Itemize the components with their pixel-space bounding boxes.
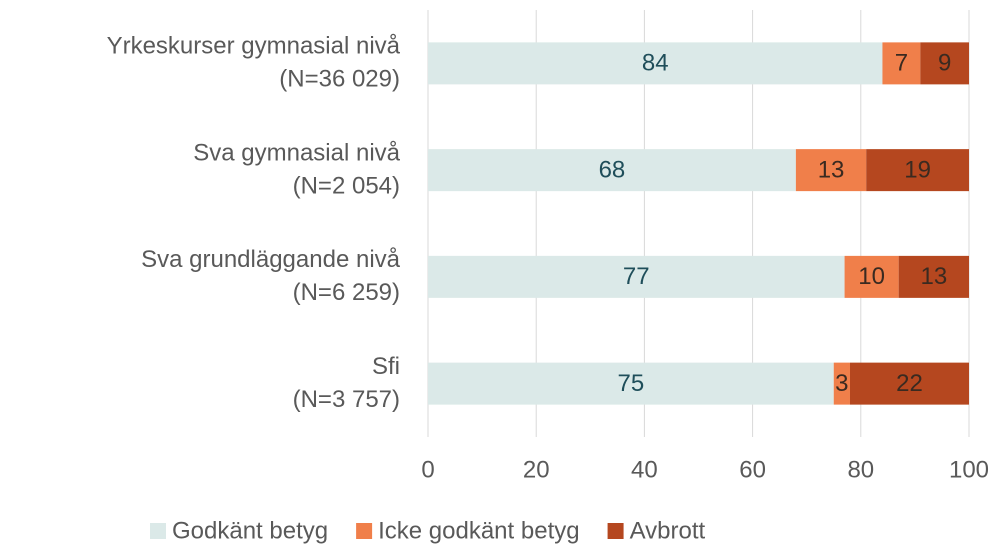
value-label: 10 xyxy=(858,263,885,290)
value-label: 22 xyxy=(896,370,923,397)
bar-segment xyxy=(428,42,883,85)
value-label: 19 xyxy=(904,156,931,183)
category-label: (N=2 054) xyxy=(293,172,400,199)
bar-segment xyxy=(882,42,921,85)
value-label: 13 xyxy=(920,263,947,290)
bar-segment xyxy=(898,255,969,298)
value-label: 68 xyxy=(599,156,626,183)
value-label: 75 xyxy=(618,370,645,397)
x-tick-label: 100 xyxy=(949,456,989,483)
category-label: Yrkeskurser gymnasial nivå xyxy=(107,33,401,60)
category-label: Sva grundläggande nivå xyxy=(141,246,401,273)
value-label: 9 xyxy=(938,50,951,77)
x-tick-label: 80 xyxy=(847,456,874,483)
bar-segment xyxy=(849,362,969,405)
bar-segment xyxy=(795,149,867,192)
legend-swatch xyxy=(607,523,624,539)
value-label: 77 xyxy=(623,263,650,290)
value-label: 13 xyxy=(818,156,845,183)
category-label: (N=6 259) xyxy=(293,279,400,306)
bar-segment xyxy=(866,149,969,192)
value-label: 7 xyxy=(895,50,908,77)
x-tick-label: 0 xyxy=(421,456,434,483)
x-tick-label: 20 xyxy=(523,456,550,483)
bar-segment xyxy=(920,42,969,85)
bar-segment xyxy=(428,362,834,405)
legend-swatch xyxy=(150,523,166,539)
legend-swatch xyxy=(356,523,373,539)
x-tick-label: 40 xyxy=(631,456,658,483)
legend-label: Avbrott xyxy=(630,517,706,544)
category-label: (N=36 029) xyxy=(279,66,400,93)
bar-segment xyxy=(833,362,850,405)
value-label: 3 xyxy=(835,370,848,397)
category-label: (N=3 757) xyxy=(293,386,400,413)
category-label: Sfi xyxy=(372,353,400,380)
value-label: 84 xyxy=(642,50,669,77)
bar-segment xyxy=(428,149,796,192)
bar-segment xyxy=(844,255,899,298)
bar-segment xyxy=(428,255,845,298)
category-label: Sva gymnasial nivå xyxy=(193,139,400,166)
legend-label: Godkänt betyg xyxy=(172,517,328,544)
x-tick-label: 60 xyxy=(739,456,766,483)
legend-label: Icke godkänt betyg xyxy=(378,517,579,544)
